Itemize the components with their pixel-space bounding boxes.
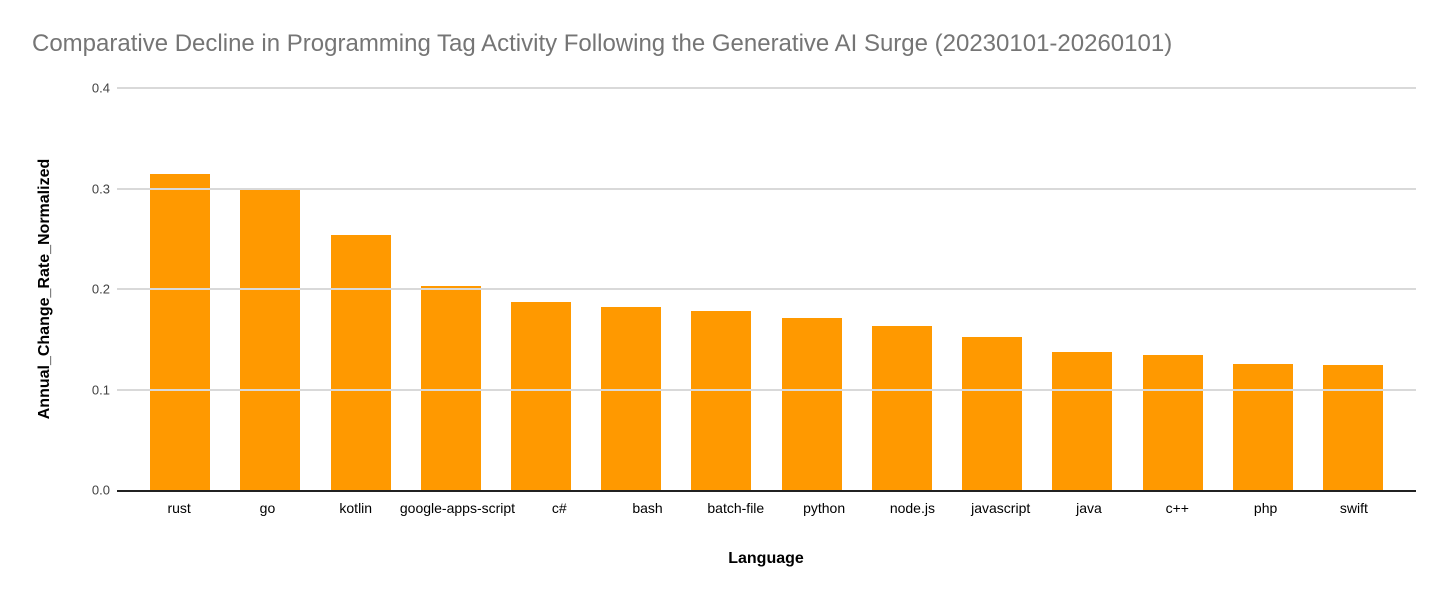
gridline (117, 87, 1416, 89)
x-tick-label-kotlin: kotlin (339, 500, 373, 516)
x-tick-label-c++: c++ (1165, 500, 1189, 516)
bar-band (225, 88, 315, 490)
bar-band (315, 88, 405, 490)
bar-batch-file (691, 311, 752, 490)
bar-band (767, 88, 857, 490)
bar-band (1218, 88, 1308, 490)
bar-band (1308, 88, 1398, 490)
x-tick-label-google-apps-script: google-apps-script (399, 500, 516, 516)
bar-javascript (962, 337, 1023, 490)
x-tick-label-bash: bash (632, 500, 663, 516)
bar-band (1127, 88, 1217, 490)
bar-c# (510, 302, 571, 490)
bar-band (135, 88, 225, 490)
x-axis-tick-labels: rust go kotlin google-apps-script c# bash batc… (135, 500, 1398, 516)
bar-swift (1322, 365, 1383, 490)
x-tick-label-c#: c# (551, 500, 567, 516)
bar-php (1232, 364, 1293, 490)
x-axis-title: Language (728, 550, 804, 567)
bar-google-apps-script (420, 286, 481, 490)
bar-band (676, 88, 766, 490)
chart-title: Comparative Decline in Programming Tag A… (32, 30, 1173, 57)
x-tick-label-rust: rust (167, 500, 191, 516)
x-axis-line (117, 490, 1416, 492)
x-tick-label-swift: swift (1339, 500, 1368, 516)
bar-series (135, 88, 1398, 490)
x-tick-label-java: java (1076, 500, 1102, 516)
bar-rust (150, 174, 211, 490)
bar-band (406, 88, 496, 490)
y-tick-label: 0.3 (91, 181, 110, 196)
y-tick-label: 0.4 (91, 80, 110, 96)
y-tick-label: 0.1 (91, 382, 110, 397)
plot-area (117, 87, 1416, 492)
bar-band (1037, 88, 1127, 490)
bar-band (947, 88, 1037, 490)
bar-c++ (1142, 355, 1203, 490)
x-tick-label-node.js: node.js (889, 500, 935, 516)
bar-bash (601, 307, 662, 490)
bar-java (1052, 352, 1113, 490)
x-tick-label-batch-file: batch-file (707, 500, 765, 516)
bar-go (240, 187, 301, 490)
gridline (117, 288, 1416, 290)
bar-band (586, 88, 676, 490)
x-tick-label-python: python (803, 500, 846, 516)
bar-kotlin (330, 234, 391, 490)
y-tick-label: 0.0 (91, 482, 110, 498)
bar-node.js (871, 326, 932, 490)
x-tick-label-go: go (259, 500, 276, 516)
y-tick-label: 0.2 (91, 281, 110, 297)
x-tick-label-javascript: javascript (971, 500, 1031, 516)
bar-band (857, 88, 947, 490)
gridline (117, 187, 1416, 190)
y-axis-tick-labels: 0.0 0.1 0.2 0.3 0.4 (0, 81, 110, 498)
gridline (117, 388, 1416, 391)
x-tick-label-php: php (1253, 500, 1278, 516)
bar-band (496, 88, 586, 490)
bar-python (781, 318, 842, 490)
